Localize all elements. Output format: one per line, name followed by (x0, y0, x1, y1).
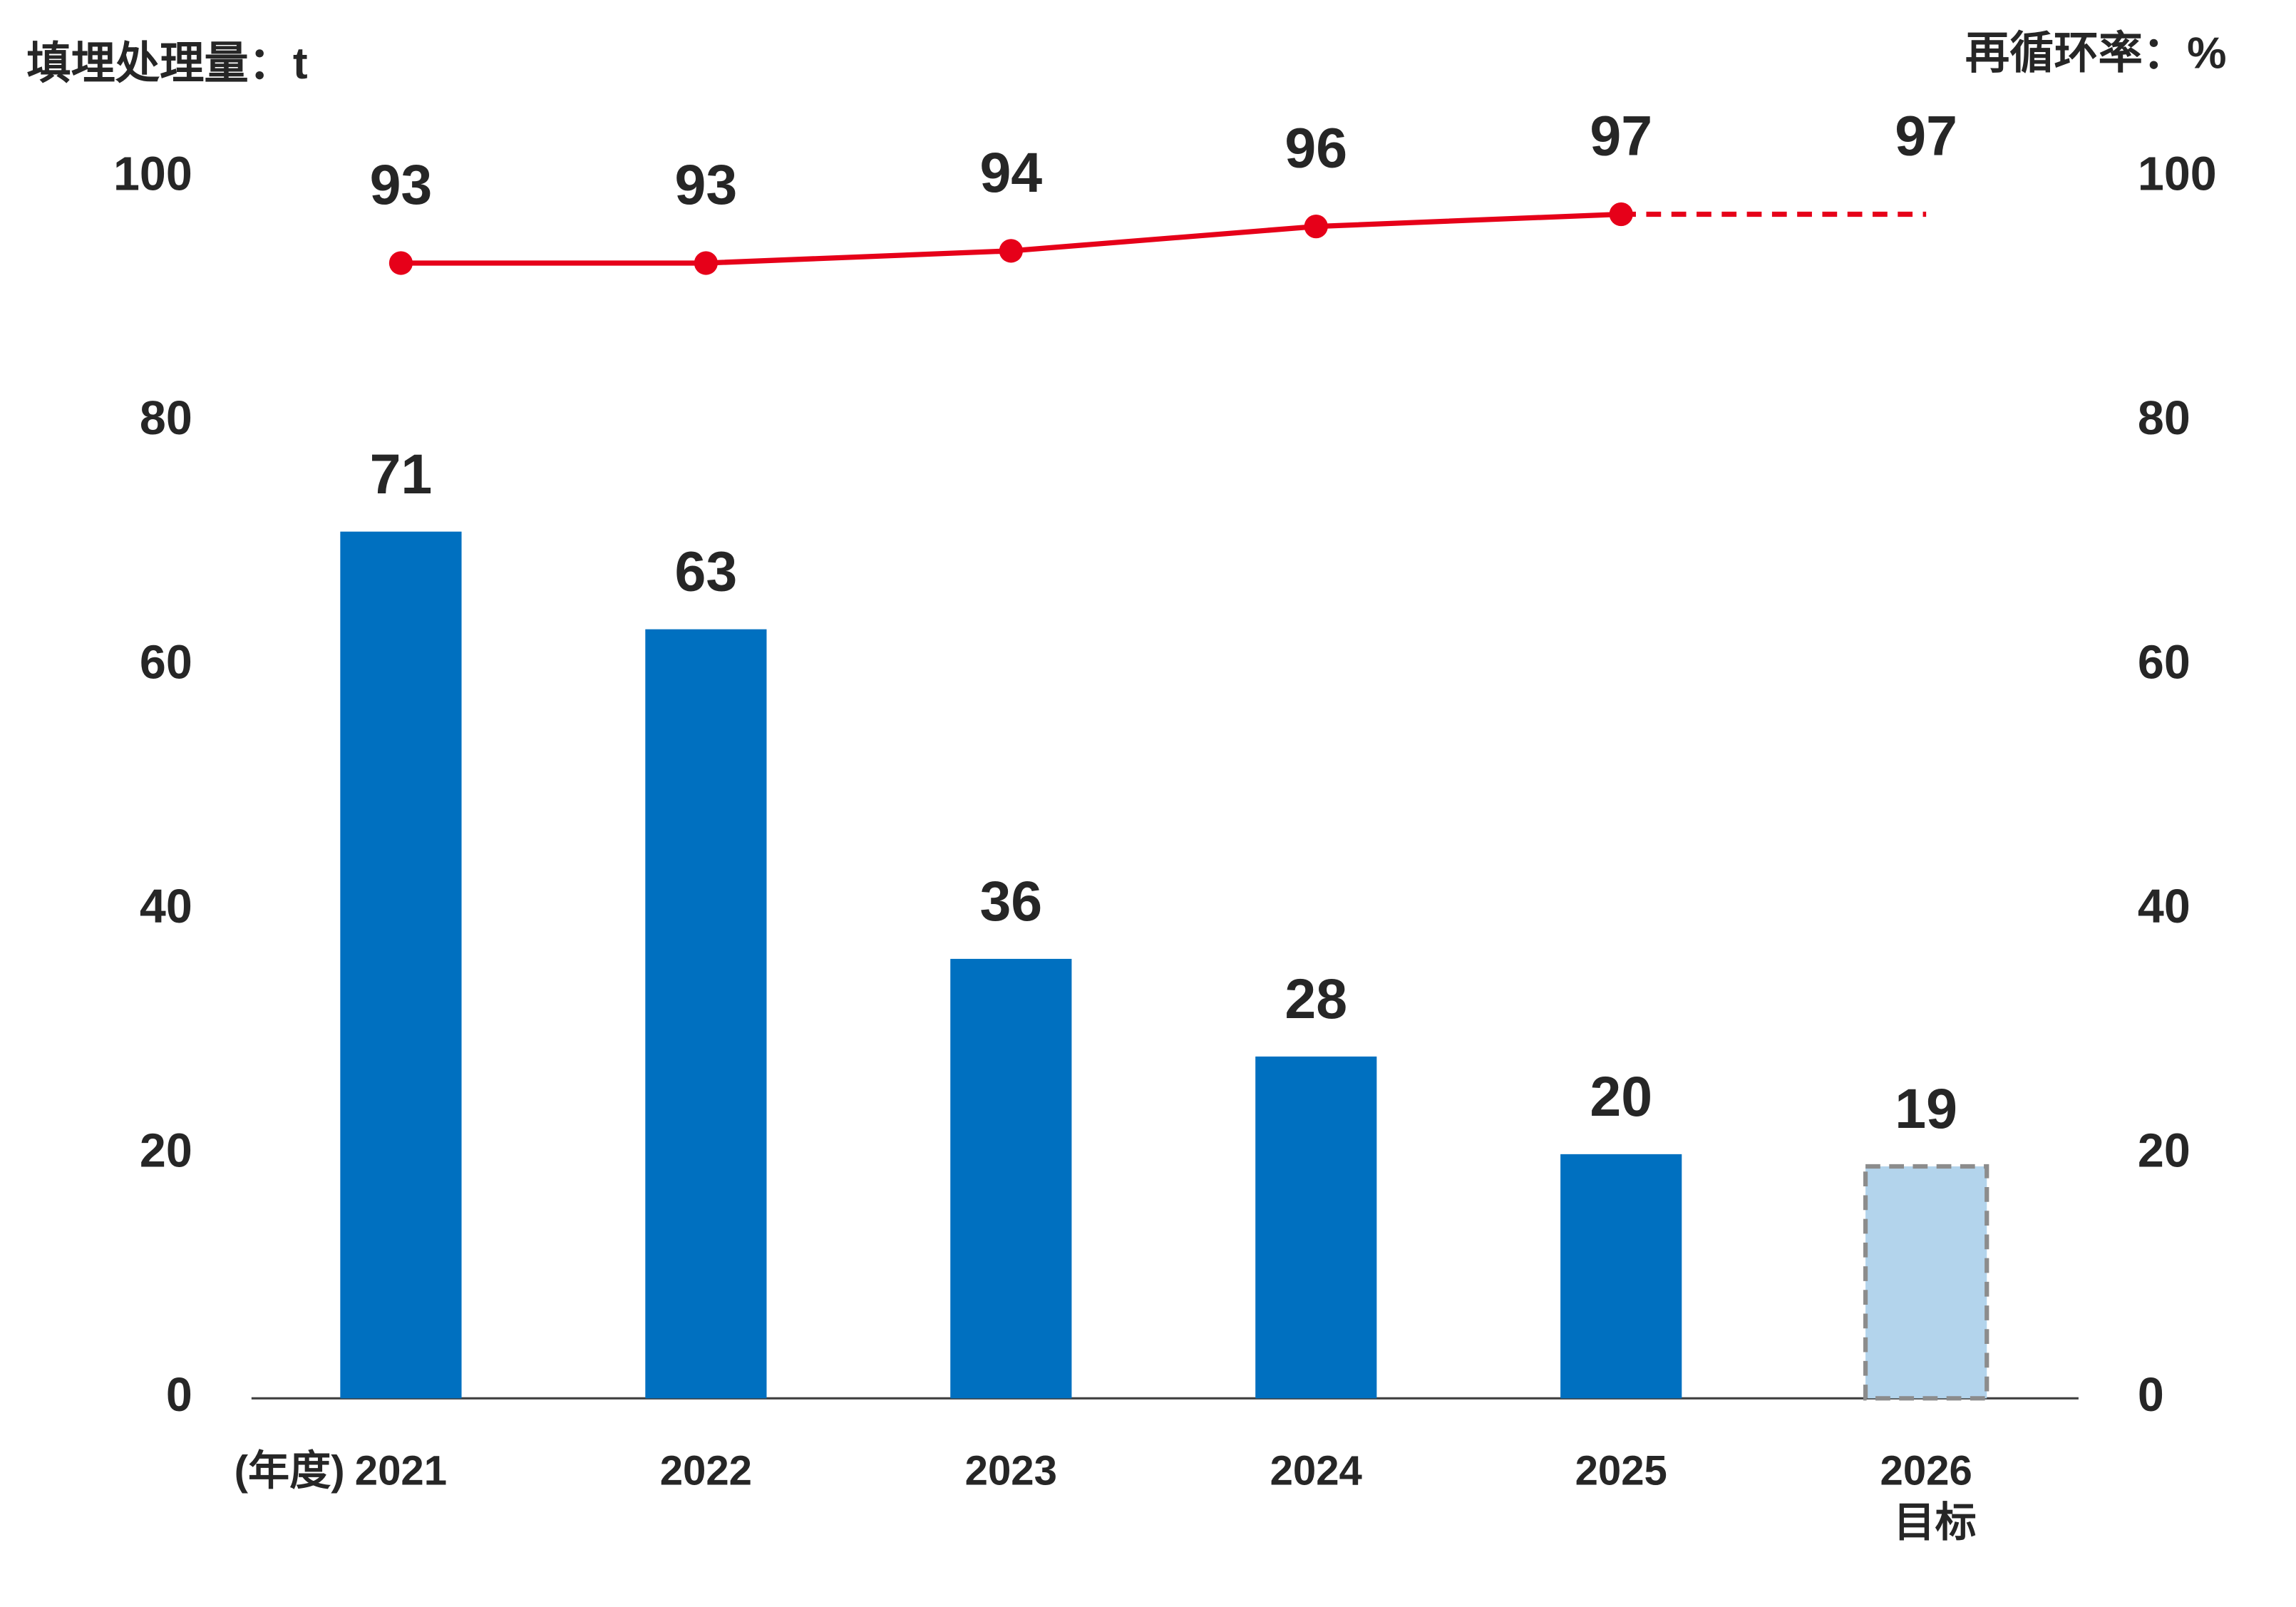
line-marker (999, 239, 1023, 263)
bar-value-label: 19 (1895, 1077, 1957, 1140)
bar (1560, 1154, 1682, 1399)
line-value-label: 97 (1590, 105, 1652, 168)
y2-tick-label: 80 (2138, 392, 2191, 445)
line-value-label: 93 (675, 153, 738, 216)
bar (950, 958, 1072, 1399)
y-tick-label: 60 (140, 637, 192, 689)
bar-value-label: 63 (675, 540, 738, 603)
bar-value-label: 20 (1590, 1065, 1652, 1128)
y2-tick-label: 40 (2138, 880, 2191, 933)
x-tick-label: 2022 (660, 1447, 752, 1494)
bar (1255, 1056, 1377, 1399)
y-tick-label: 40 (140, 880, 192, 933)
x-tick-label: 2024 (1270, 1447, 1362, 1494)
y2-tick-label: 100 (2138, 148, 2217, 201)
y2-tick-label: 60 (2138, 637, 2191, 689)
line-marker (388, 251, 413, 275)
line-value-label: 96 (1285, 117, 1347, 180)
x-tick-label: 2026 (1880, 1447, 1972, 1494)
bar-value-label: 28 (1285, 967, 1347, 1030)
y-tick-label: 20 (140, 1124, 192, 1177)
x-tick-label: 2023 (965, 1447, 1057, 1494)
bar (1863, 1164, 1989, 1401)
bar-value-label: 71 (370, 443, 433, 505)
line-value-label: 97 (1895, 105, 1957, 168)
line-value-label: 93 (370, 153, 433, 216)
y2-tick-label: 20 (2138, 1124, 2191, 1177)
y2-axis-title: 再循环率：% (1965, 29, 2227, 78)
y2-tick-label: 0 (2138, 1369, 2164, 1422)
y-tick-label: 0 (166, 1369, 192, 1422)
line-marker (694, 251, 718, 275)
y-tick-label: 100 (113, 148, 192, 201)
x-tick-label: 2021 (355, 1447, 447, 1494)
y-tick-label: 80 (140, 392, 192, 445)
y-axis-title: 填埋处理量：t (26, 39, 307, 88)
x-tick-label: 2025 (1575, 1447, 1667, 1494)
x-tick-note: 目标 (1893, 1499, 1976, 1546)
bar (645, 629, 767, 1399)
line-marker (1304, 214, 1328, 239)
line-marker (1609, 202, 1633, 227)
line-value-label: 94 (979, 141, 1042, 204)
bar (340, 531, 462, 1399)
x-axis-prefix: (年度) (235, 1447, 345, 1494)
bar-value-label: 36 (979, 870, 1042, 933)
